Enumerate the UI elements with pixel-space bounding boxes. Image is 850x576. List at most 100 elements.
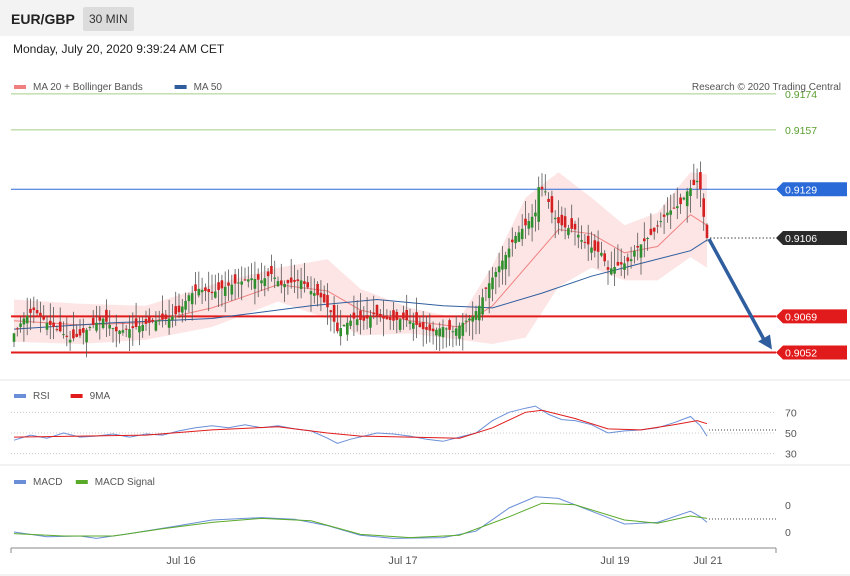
candle-bearish bbox=[210, 291, 214, 294]
candle-bearish bbox=[563, 216, 567, 228]
candle-bullish bbox=[454, 328, 458, 336]
candle-bearish bbox=[593, 240, 597, 251]
candle-bullish bbox=[157, 320, 161, 322]
candle-bullish bbox=[141, 324, 144, 332]
candle-bearish bbox=[524, 218, 527, 226]
candle-bearish bbox=[217, 282, 220, 290]
candle-bullish bbox=[474, 311, 478, 320]
candle-bullish bbox=[530, 216, 534, 228]
candle-bearish bbox=[55, 329, 59, 331]
candle-bearish bbox=[540, 186, 544, 190]
candle-bullish bbox=[349, 320, 352, 326]
candle-bullish bbox=[95, 322, 98, 331]
candle-bullish bbox=[451, 331, 455, 333]
candle-bullish bbox=[633, 250, 636, 257]
current-price-label-box bbox=[776, 231, 847, 246]
candle-bearish bbox=[570, 218, 573, 229]
candle-bullish bbox=[600, 252, 603, 256]
candle-bullish bbox=[187, 295, 191, 302]
candle-bullish bbox=[613, 266, 616, 274]
candle-bullish bbox=[666, 212, 669, 216]
candle-bearish bbox=[702, 198, 705, 217]
support-label-box-4 bbox=[776, 309, 847, 324]
candle-bearish bbox=[220, 280, 224, 289]
candle-bearish bbox=[82, 328, 85, 333]
candle-bearish bbox=[375, 304, 379, 316]
candle-bearish bbox=[42, 315, 45, 320]
candle-bullish bbox=[369, 316, 372, 328]
candle-bearish bbox=[372, 312, 375, 315]
ma50-line bbox=[13, 239, 708, 330]
rsi-legend-swatch-1 bbox=[14, 394, 26, 398]
candle-bearish bbox=[557, 217, 560, 224]
candle-bullish bbox=[22, 318, 26, 325]
candle-bullish bbox=[689, 188, 692, 197]
candle-bullish bbox=[567, 228, 570, 236]
candle-bearish bbox=[606, 267, 610, 270]
candle-bullish bbox=[283, 283, 286, 288]
rsi-legend-label-1: RSI bbox=[33, 391, 50, 402]
candle-bearish bbox=[204, 287, 207, 291]
support-label-4: 0.9069 bbox=[785, 311, 817, 323]
macd-tick-upper: 0 bbox=[785, 500, 791, 512]
candle-bullish bbox=[237, 282, 240, 284]
candle-bullish bbox=[62, 334, 65, 336]
candle-bearish bbox=[586, 235, 590, 245]
candle-bullish bbox=[181, 306, 184, 313]
candle-bearish bbox=[329, 310, 333, 313]
macd-legend-label-1: MACD bbox=[33, 477, 62, 488]
candle-bullish bbox=[646, 238, 649, 240]
timeframe-button[interactable]: 30 MIN bbox=[83, 7, 134, 31]
candle-bearish bbox=[692, 179, 696, 186]
candle-bearish bbox=[124, 328, 128, 330]
main-legend-swatch-1 bbox=[14, 85, 26, 89]
candlesticks bbox=[12, 161, 709, 358]
candle-bearish bbox=[652, 227, 656, 232]
candle-bearish bbox=[35, 309, 39, 314]
support-label-box-5 bbox=[776, 345, 847, 360]
candle-bullish bbox=[85, 329, 88, 343]
chart-gridlines bbox=[0, 379, 850, 576]
candle-bearish bbox=[448, 320, 451, 330]
candle-bullish bbox=[629, 259, 633, 262]
candle-bullish bbox=[590, 247, 593, 253]
macd-legend-swatch-1 bbox=[14, 480, 26, 484]
candle-bullish bbox=[260, 280, 263, 284]
main-legend-swatch-2 bbox=[174, 85, 187, 89]
candle-bearish bbox=[573, 223, 577, 230]
candle-bullish bbox=[491, 277, 494, 290]
candle-bearish bbox=[65, 335, 69, 337]
candle-bearish bbox=[626, 257, 630, 262]
legends: MA 20 + Bollinger Bands MA 50 RSI 9MA MACD MA… bbox=[14, 82, 222, 488]
candle-bearish bbox=[105, 309, 108, 322]
candle-bearish bbox=[177, 305, 181, 313]
candle-bullish bbox=[537, 187, 540, 222]
candle-bullish bbox=[128, 329, 131, 338]
bollinger-band-fill bbox=[14, 172, 707, 344]
rsi-line bbox=[13, 405, 708, 444]
rsi-panel: 70 50 30 bbox=[11, 405, 797, 461]
candle-bullish bbox=[517, 232, 521, 242]
candle-bullish bbox=[250, 278, 253, 281]
candle-bullish bbox=[497, 266, 501, 273]
candle-bullish bbox=[398, 319, 402, 330]
candle-bearish bbox=[266, 271, 270, 277]
candle-bearish bbox=[352, 312, 356, 319]
candle-bullish bbox=[339, 328, 342, 337]
candle-bullish bbox=[445, 328, 448, 330]
macd-panel: 00 bbox=[13, 496, 791, 539]
candle-bullish bbox=[355, 319, 359, 326]
candle-bullish bbox=[669, 210, 672, 215]
candle-bullish bbox=[458, 325, 461, 339]
resistance-label-1: 0.9174 bbox=[785, 89, 817, 101]
candle-bearish bbox=[428, 324, 432, 331]
candle-bullish bbox=[544, 191, 547, 193]
macd-line bbox=[13, 496, 708, 539]
candle-bullish bbox=[639, 244, 643, 258]
rsi-tick-50: 50 bbox=[785, 428, 797, 440]
rsi-tick-70: 70 bbox=[785, 407, 797, 419]
x-tick-label-4: Jul 21 bbox=[693, 555, 722, 567]
candle-bearish bbox=[643, 238, 646, 242]
candle-bearish bbox=[174, 306, 177, 315]
rsi-9ma-line bbox=[13, 409, 708, 439]
